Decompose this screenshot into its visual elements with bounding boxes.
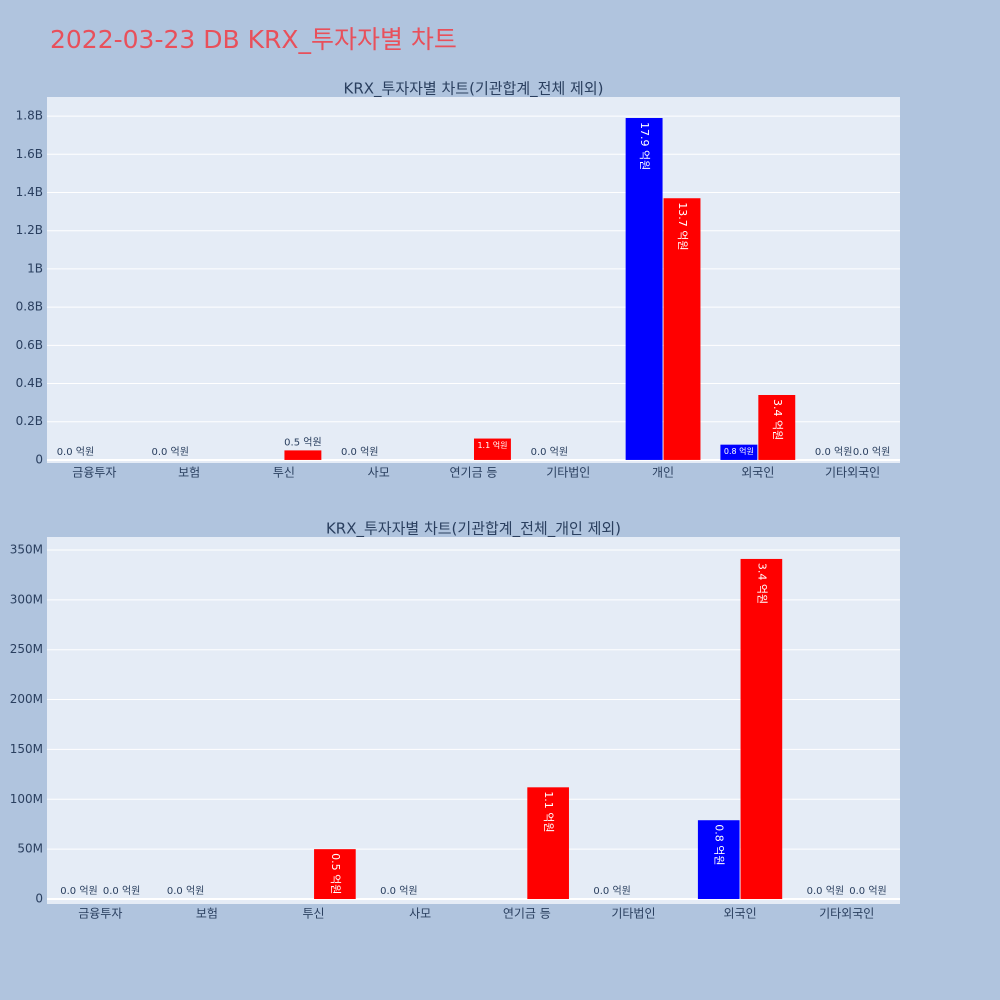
bar [527, 787, 569, 900]
bar [284, 450, 322, 460]
x-tick-label: 기타법인 [546, 466, 590, 480]
value-label: 13.7 억원 [676, 202, 689, 250]
y-tick-label: 0.8B [16, 300, 43, 314]
y-tick-label: 1.2B [16, 223, 43, 237]
y-tick-label: 0 [35, 452, 43, 466]
value-label: 17.9 억원 [638, 122, 651, 170]
value-label: 1.1 억원 [542, 791, 555, 832]
x-tick-label: 연기금 등 [503, 907, 551, 921]
bar [720, 444, 758, 460]
value-label: 0.0 억원 [167, 885, 204, 897]
x-tick-label: 기타외국인 [825, 466, 880, 480]
y-tick-label: 100M [10, 792, 43, 806]
subplot-title: KRX_투자자별 차트(기관합계_전체 제외) [344, 80, 604, 99]
value-label: 0.8 억원 [724, 446, 754, 456]
x-tick-label: 사모 [368, 466, 390, 480]
x-tick-label: 보험 [196, 907, 218, 921]
y-tick-label: 150M [10, 742, 43, 756]
x-tick-label: 외국인 [724, 907, 757, 921]
value-label: 0.5 억원 [329, 853, 342, 894]
value-label: 0.0 억원 [849, 885, 886, 897]
x-tick-label: 금융투자 [72, 466, 116, 480]
y-tick-label: 1.8B [16, 109, 43, 123]
y-tick-label: 300M [10, 592, 43, 606]
bar [625, 118, 663, 460]
y-tick-label: 350M [10, 542, 43, 556]
value-label: 0.0 억원 [341, 446, 378, 458]
value-label: 0.0 억원 [60, 885, 97, 897]
y-tick-label: 1B [27, 261, 43, 275]
value-label: 1.1 억원 [477, 440, 507, 450]
value-label: 3.4 억원 [755, 563, 768, 604]
x-tick-label: 투신 [303, 907, 325, 921]
bar [697, 820, 740, 900]
x-tick-label: 보험 [178, 466, 200, 480]
x-tick-label: 기타외국인 [819, 907, 874, 921]
value-label: 0.0 억원 [853, 446, 890, 458]
bar [474, 438, 511, 460]
x-tick-label: 사모 [409, 907, 431, 921]
value-label: 0.0 억원 [57, 446, 94, 458]
value-label: 0.5 억원 [284, 436, 321, 448]
value-label: 0.0 억원 [531, 446, 568, 458]
value-label: 0.0 억원 [593, 885, 630, 897]
value-label: 0.0 억원 [103, 885, 140, 897]
y-tick-label: 50M [17, 842, 43, 856]
bar [314, 849, 356, 900]
value-label: 0.8 억원 [713, 824, 726, 865]
bar [740, 558, 783, 900]
x-tick-label: 투신 [273, 466, 295, 480]
value-label: 0.0 억원 [815, 446, 852, 458]
bar [758, 394, 796, 460]
x-tick-label: 외국인 [741, 466, 774, 480]
y-tick-label: 200M [10, 692, 43, 706]
x-tick-label: 개인 [652, 466, 674, 480]
y-tick-label: 0.4B [16, 376, 43, 390]
y-tick-label: 1.6B [16, 147, 43, 161]
x-tick-label: 금융투자 [78, 907, 122, 921]
y-tick-label: 0.6B [16, 338, 43, 352]
y-tick-label: 0.2B [16, 414, 43, 428]
value-label: 0.0 억원 [151, 446, 188, 458]
x-tick-label: 기타법인 [611, 907, 655, 921]
y-tick-label: 250M [10, 642, 43, 656]
y-tick-label: 1.4B [16, 185, 43, 199]
value-label: 0.0 억원 [807, 885, 844, 897]
subplot-title: KRX_투자자별 차트(기관합계_전체_개인 제외) [326, 520, 621, 539]
bar [663, 198, 701, 460]
x-tick-label: 연기금 등 [450, 466, 498, 480]
value-label: 3.4 억원 [771, 399, 784, 440]
page-title: 2022-03-23 DB KRX_투자자별 차트 [50, 25, 457, 54]
y-tick-label: 0 [35, 892, 43, 906]
value-label: 0.0 억원 [380, 885, 417, 897]
plot-area [47, 97, 900, 463]
